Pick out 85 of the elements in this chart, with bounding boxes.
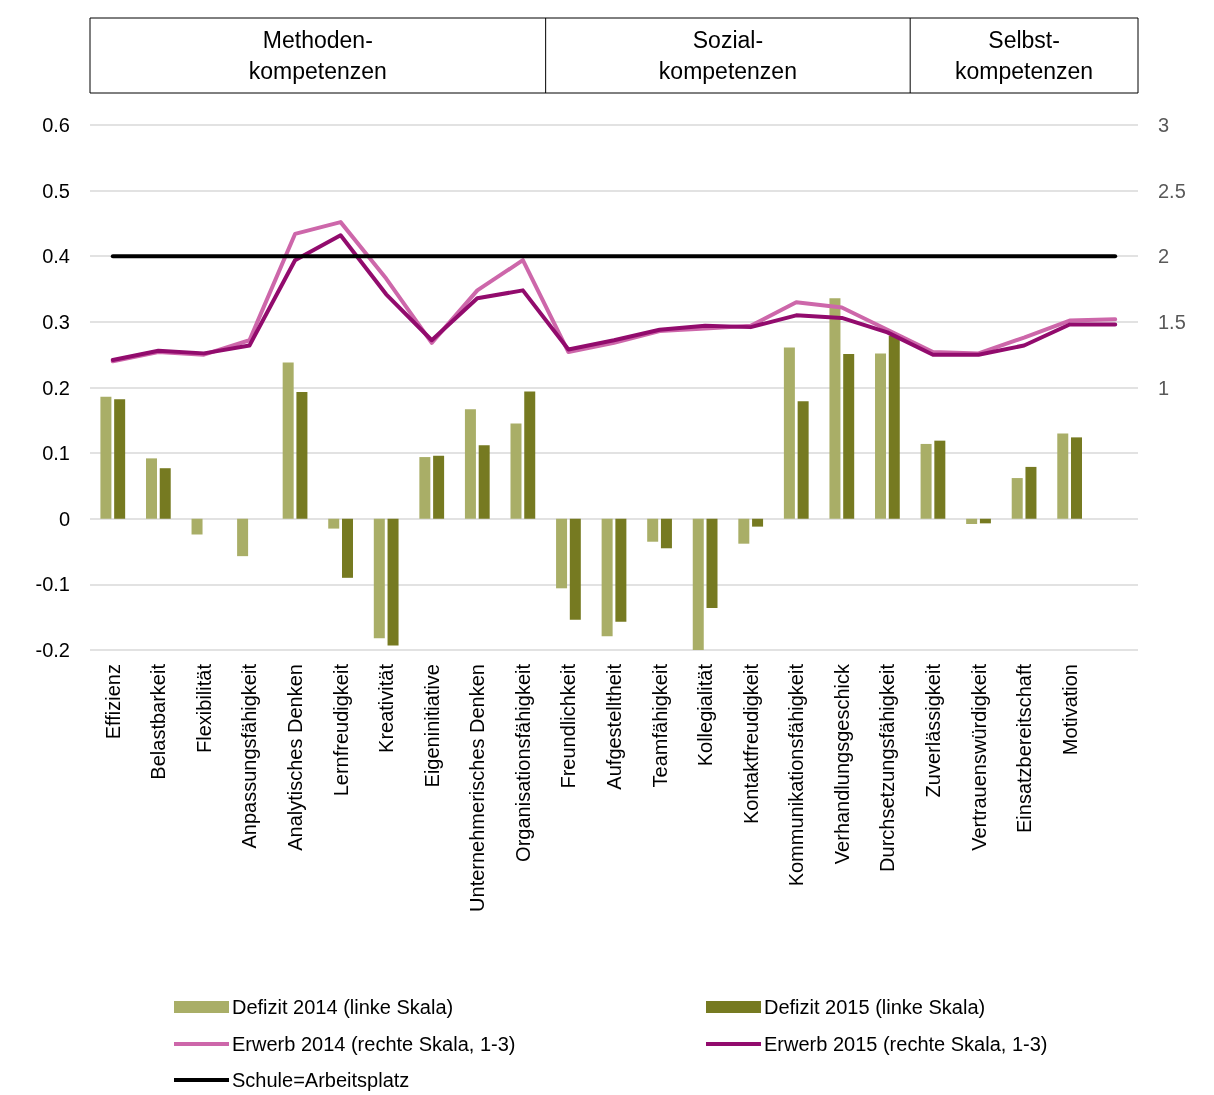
bar xyxy=(464,409,476,519)
y-tick-label: 0 xyxy=(58,507,70,530)
y-tick-label: 0.1 xyxy=(42,442,70,465)
x-tick-label: Aufgestelltheit xyxy=(603,663,625,790)
bar xyxy=(615,518,627,622)
text: Methoden- kompetenzen xyxy=(248,27,387,84)
bar xyxy=(738,518,750,544)
bar xyxy=(966,518,978,524)
x-tick-label: Zuverlässigkeit xyxy=(921,663,944,798)
x-tick-label: Verhandlungsgeschick xyxy=(830,663,853,865)
legend-label: Erwerb 2015 (rechte Skala, 1-3) xyxy=(764,1033,1048,1055)
bar xyxy=(282,362,294,519)
x-tick-label: Teamfähigkeit xyxy=(648,663,671,788)
bar xyxy=(569,518,581,620)
x-tick-label: Organisationsfähigkeit xyxy=(511,663,534,862)
bar xyxy=(783,347,795,519)
bar xyxy=(843,354,855,519)
x-tick-label: Motivation xyxy=(1058,664,1081,756)
bar xyxy=(328,518,340,529)
x-tick-label: Kollegialität xyxy=(694,663,717,767)
bar xyxy=(237,518,249,557)
legend-label: Erwerb 2014 (rechte Skala, 1-3) xyxy=(232,1033,516,1055)
x-tick-label: Freundlichkeit xyxy=(557,663,580,789)
y2-tick-label: 3 xyxy=(1158,114,1170,136)
bar xyxy=(647,518,659,542)
bar xyxy=(524,391,536,519)
bar xyxy=(296,392,308,519)
bar xyxy=(875,353,887,519)
y2-tick-label: 2 xyxy=(1158,245,1170,268)
x-tick-label: Kreativität xyxy=(375,663,398,753)
x-tick-label: Eigeninitiative xyxy=(420,664,443,788)
bar xyxy=(433,455,445,519)
x-tick-label: Flexibilität xyxy=(192,663,215,753)
x-tick-label: Vertrauenswürdigkeit xyxy=(967,663,990,851)
bar xyxy=(1025,466,1037,519)
legend-label: Schule=Arbeitsplatz xyxy=(232,1069,410,1091)
y-tick-label: -0.1 xyxy=(35,573,70,596)
bar xyxy=(706,518,718,608)
bar xyxy=(692,518,704,650)
x-tick-label: Belastbarkeit xyxy=(147,663,170,780)
bar xyxy=(478,445,490,519)
y-tick-label: 0.3 xyxy=(42,310,70,333)
bar xyxy=(660,518,672,549)
bar xyxy=(114,399,126,519)
x-tick-label: Effizienz xyxy=(101,664,124,740)
text: Selbst- kompetenzen xyxy=(955,27,1094,84)
x-tick-label: Durchsetzungsfähigkeit xyxy=(876,663,899,872)
bar xyxy=(341,518,353,578)
bar xyxy=(1011,478,1023,519)
bar xyxy=(601,518,613,637)
text: Sozial- kompetenzen xyxy=(658,27,797,84)
bar xyxy=(100,396,112,519)
bar xyxy=(510,423,522,519)
y2-tick-label: 1.5 xyxy=(1158,310,1186,333)
bar xyxy=(145,458,157,519)
x-tick-label: Analytisches Denken xyxy=(284,664,307,851)
legend-label: Defizit 2014 (linke Skala) xyxy=(232,996,454,1018)
bar xyxy=(1057,433,1069,519)
bar xyxy=(191,518,203,535)
bar xyxy=(419,457,431,519)
bar xyxy=(829,298,841,519)
x-tick-label: Unternehmerisches Denken xyxy=(466,664,489,912)
y2-tick-label: 2.5 xyxy=(1158,179,1186,202)
legend-label: Defizit 2015 (linke Skala) xyxy=(764,996,986,1018)
y2-tick-label: 1 xyxy=(1158,376,1170,399)
x-tick-label: Einsatzbereitschaft xyxy=(1013,663,1036,833)
bar xyxy=(934,440,946,519)
bar xyxy=(1071,437,1083,519)
y-tick-label: 0.6 xyxy=(42,114,70,136)
bar xyxy=(373,518,385,639)
y-tick-label: 0.4 xyxy=(42,245,70,268)
bar xyxy=(797,401,809,519)
x-tick-label: Kommunikationsfähigkeit xyxy=(785,663,808,887)
bar xyxy=(159,468,171,519)
bar xyxy=(556,518,568,589)
x-tick-label: Anpassungsfähigkeit xyxy=(238,663,261,849)
y-tick-label: 0.2 xyxy=(42,376,70,399)
x-tick-label: Kontaktfreudigkeit xyxy=(739,663,762,825)
bar xyxy=(888,335,900,519)
x-tick-label: Lernfreudigkeit xyxy=(329,663,352,797)
y-tick-label: -0.2 xyxy=(35,639,70,661)
bar xyxy=(752,518,764,527)
bar xyxy=(387,518,399,646)
bar xyxy=(920,443,932,519)
y-tick-label: 0.5 xyxy=(42,179,70,202)
